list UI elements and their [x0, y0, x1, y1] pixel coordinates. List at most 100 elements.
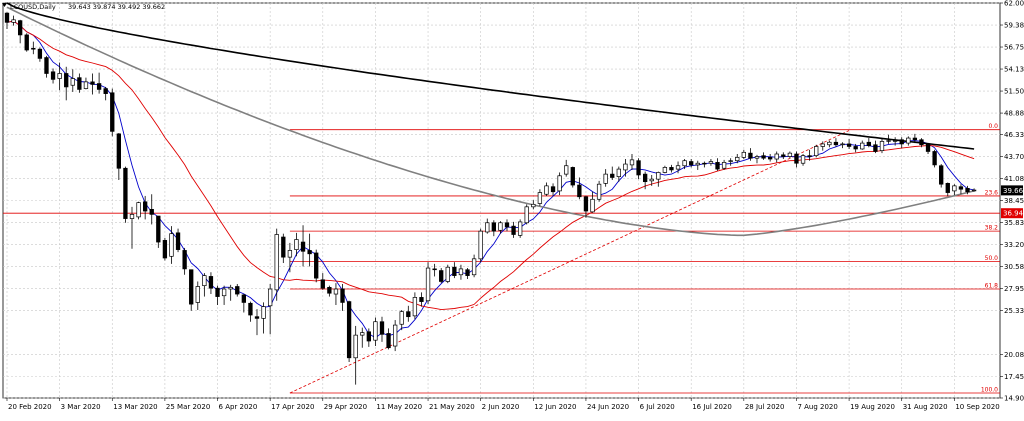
- y-tick-label: 56.755: [1004, 44, 1024, 52]
- x-tick-label: 11 May 2020: [376, 403, 422, 411]
- candle-body: [971, 189, 977, 192]
- trendline: [289, 130, 850, 394]
- candle-body: [491, 222, 496, 232]
- y-tick-label: 62.005: [1004, 0, 1024, 8]
- candles: [4, 12, 977, 385]
- candle-body: [169, 233, 174, 257]
- candle-body: [610, 173, 615, 178]
- candle-body: [44, 57, 49, 74]
- candle-body: [116, 133, 121, 169]
- y-tick-label: 46.330: [1004, 131, 1024, 139]
- candle-body: [57, 73, 62, 79]
- candle-body: [833, 141, 839, 146]
- candle-body: [425, 267, 431, 302]
- y-tick-label: 35.830: [1004, 219, 1024, 227]
- candle-body: [721, 162, 727, 169]
- candle-body: [827, 141, 832, 146]
- candle-body: [353, 334, 358, 359]
- candle-body: [952, 185, 957, 192]
- fib-label: 23.6: [985, 189, 999, 196]
- red-level-tag: [1001, 208, 1023, 219]
- candle-body: [287, 250, 293, 258]
- candle-body: [853, 146, 858, 150]
- candle-body: [221, 288, 227, 297]
- candle-body: [754, 156, 760, 159]
- time-axis: 20 Feb 2020 3 Mar 2020 13 Mar 2020 25 Mar 2…: [6, 398, 1000, 411]
- candle-body: [261, 306, 266, 319]
- candle-body: [458, 268, 464, 276]
- candle-body: [899, 139, 904, 145]
- candle-body: [70, 78, 75, 86]
- candle-body: [675, 165, 681, 170]
- y-tick-label: 43.705: [1004, 153, 1024, 161]
- candle-body: [445, 266, 450, 282]
- x-tick-label: 13 Mar 2020: [113, 403, 157, 411]
- x-tick-label: 16 Jul 2020: [692, 403, 732, 411]
- ma_red-line: [6, 20, 975, 311]
- red-level-label: 36.940: [1003, 210, 1024, 218]
- candle-body: [820, 143, 825, 147]
- x-tick-label: 6 Jul 2020: [640, 403, 675, 411]
- fib-label: 50.0: [985, 255, 999, 262]
- candle-body: [741, 151, 746, 158]
- y-tick-label: 48.880: [1004, 110, 1024, 118]
- candle-body: [583, 196, 589, 212]
- candle-body: [406, 311, 411, 318]
- candle-body: [642, 173, 648, 183]
- candle-body: [129, 214, 135, 219]
- candle-body: [879, 141, 885, 151]
- ohlc-label: 39.643 39.874 39.492 39.662: [68, 3, 165, 11]
- candle-body: [465, 269, 470, 276]
- candle-body: [471, 258, 477, 276]
- candle-body: [77, 77, 82, 90]
- x-tick-label: 28 Jul 2020: [745, 403, 785, 411]
- candle-body: [511, 225, 516, 235]
- candle-body: [939, 165, 944, 185]
- candle-body: [656, 172, 661, 180]
- candle-body: [794, 153, 799, 164]
- candle-body: [570, 167, 575, 186]
- candle-body: [478, 230, 483, 260]
- candle-body: [623, 163, 628, 171]
- candle-body: [412, 297, 418, 317]
- dropdown-arrow-icon[interactable]: [2, 3, 7, 7]
- candle-body: [314, 252, 319, 279]
- candle-body: [504, 222, 510, 228]
- candle-body: [524, 206, 529, 224]
- candle-body: [695, 162, 700, 166]
- candle-body: [360, 332, 365, 336]
- candle-body: [537, 192, 543, 204]
- candle-body: [189, 269, 194, 305]
- candle-body: [307, 250, 312, 255]
- candle-body: [267, 288, 273, 307]
- x-tick-label: 6 Apr 2020: [219, 403, 258, 411]
- candle-body: [715, 162, 720, 170]
- candle-body: [866, 141, 871, 146]
- y-tick-label: 20.080: [1004, 351, 1024, 359]
- candle-body: [419, 297, 424, 302]
- candle-body: [590, 198, 595, 213]
- candle-body: [241, 294, 246, 303]
- y-tick-label: 41.080: [1004, 175, 1024, 183]
- candle-body: [629, 159, 635, 166]
- candle-body: [800, 155, 806, 164]
- candle-body: [50, 71, 56, 80]
- candle-body: [636, 160, 641, 176]
- candle-body: [149, 208, 154, 215]
- y-tick-label: 38.455: [1004, 197, 1024, 205]
- candle-body: [662, 167, 668, 173]
- candle-body: [531, 203, 536, 208]
- candle-body: [399, 311, 404, 325]
- candle-body: [248, 302, 253, 316]
- candle-body: [846, 143, 852, 147]
- moving-averages: [6, 2, 975, 339]
- candle-body: [735, 157, 740, 162]
- fib-trendline: [289, 130, 850, 394]
- x-tick-label: 21 May 2020: [429, 403, 475, 411]
- candle-body: [123, 167, 128, 219]
- candle-body: [392, 324, 398, 347]
- fib-label: 38.2: [985, 225, 999, 232]
- candle-body: [11, 19, 16, 23]
